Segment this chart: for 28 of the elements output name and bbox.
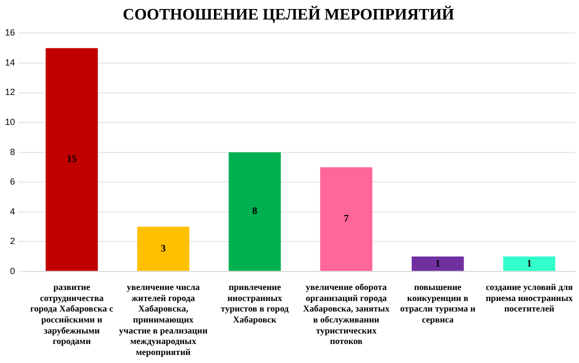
- data-label: 8: [252, 206, 258, 218]
- y-tick-label: 10: [4, 117, 16, 128]
- bar: [137, 226, 190, 271]
- bar: [320, 167, 372, 271]
- x-tick-label: создание условий для приема иностранных посетителей: [486, 282, 574, 314]
- y-tick-label: 14: [4, 57, 16, 68]
- x-tick-label: развитие сотрудничества города Хабаровска с российскими и зарубежными городами: [30, 282, 114, 346]
- y-tick-label: 8: [10, 146, 16, 157]
- data-label: 7: [344, 214, 349, 225]
- bar: [412, 256, 464, 271]
- chart-title: СООТНОШЕНИЕ ЦЕЛЕЙ МЕРОПРИЯТИЙ: [122, 6, 455, 24]
- x-tick-label: увеличение числа жителей города Хабаровска, принимающих участие в реализации международных мероприятий: [118, 282, 208, 357]
- data-label: 15: [66, 154, 77, 166]
- bar: [503, 256, 556, 271]
- data-label: 3: [160, 243, 166, 254]
- bar: [46, 48, 98, 271]
- y-tick-label: 4: [10, 206, 16, 216]
- y-tick-label: 6: [10, 176, 16, 187]
- x-tick-label: увеличение оборота организаций города Хабаровска, занятых в обслуживании туристических потоков: [303, 282, 390, 346]
- x-tick-label: привлечение иностранных туристов в город Хабаровск: [220, 282, 290, 325]
- data-label: 1: [435, 258, 440, 270]
- data-label: 1: [526, 258, 532, 270]
- x-tick-label: повышение конкуренции в отрасли туризма и сервиса: [400, 282, 476, 325]
- y-tick-label: 12: [4, 87, 16, 98]
- y-tick-label: 16: [4, 28, 16, 38]
- y-tick-label: 2: [10, 236, 16, 246]
- y-tick-label: 0: [10, 266, 16, 276]
- bar: [228, 152, 281, 271]
